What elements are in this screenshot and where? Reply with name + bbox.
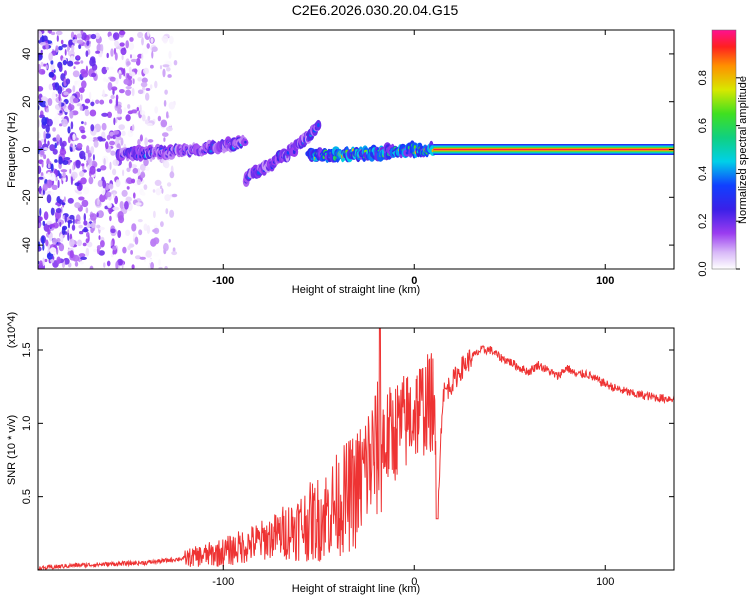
spectrogram-x-tick-label: 0 [411, 275, 417, 287]
spectrogram-y-tick-label: -40 [21, 237, 33, 253]
snr-plot-area [38, 328, 674, 570]
snr-x-tick-label: 100 [596, 576, 614, 588]
colorbar-tick-label: 0.6 [697, 118, 709, 133]
snr-y-tick-label: 1.0 [21, 416, 33, 431]
spectrogram-y-tick-label: 20 [21, 96, 33, 108]
heatmap-band-core [244, 140, 247, 144]
colorbar-tick-label: 0.0 [697, 261, 709, 276]
heatmap-locked-line [433, 148, 674, 151]
spectrogram-x-axis-label: Height of straight line (km) [292, 284, 420, 296]
snr-y-tick-label: 0.5 [21, 489, 33, 504]
snr-y-scale-label: (x10^4) [6, 312, 18, 348]
colorbar-gradient [712, 30, 736, 269]
snr-x-tick-label: -100 [212, 576, 234, 588]
spectrogram-y-tick-label: 0 [21, 146, 33, 152]
snr-x-axis-label: Height of straight line (km) [292, 583, 420, 595]
snr-y-ticks: 0.5 1.0 1.5 [21, 342, 674, 504]
snr-y-axis-label: SNR (10 * v/v) [6, 415, 18, 485]
snr-x-ticks: -100 0 100 [212, 328, 614, 588]
spectrogram-x-tick-label: -100 [212, 275, 234, 287]
snr-frame [37, 327, 675, 571]
colorbar-tick-label: 0.8 [697, 70, 709, 85]
snr-panel: -100 0 100 0.5 1.0 1.5 Height of straight li… [6, 312, 675, 595]
spectrogram-panel: -100 0 100 40 20 0 -20 -40 Height of straight … [6, 29, 675, 296]
spectrogram-y-ticks: 40 20 0 -20 -40 [21, 48, 674, 253]
spectrogram-y-tick-label: -20 [21, 189, 33, 205]
snr-series-line [38, 328, 674, 570]
heatmap-band-core [317, 123, 320, 128]
colorbar: 0.0 0.2 0.4 0.6 0.8 Normalized spectral ampl… [697, 29, 749, 277]
spectrogram-x-ticks: -100 0 100 [212, 30, 614, 287]
figure-title: C2E6.2026.030.20.04.G15 [291, 2, 459, 18]
spectrogram-x-tick-label: 100 [596, 275, 614, 287]
spectrogram-heatmap [38, 30, 674, 269]
snr-x-tick-label: 0 [411, 576, 417, 588]
colorbar-tick-label: 0.2 [697, 214, 709, 229]
spectrogram-y-tick-label: 40 [21, 48, 33, 60]
snr-y-tick-label: 1.5 [21, 342, 33, 357]
colorbar-label: Normalized spectral amplitude [737, 76, 749, 224]
colorbar-ticks: 0.0 0.2 0.4 0.6 0.8 [697, 70, 740, 277]
spectrogram-y-axis-label: Frequency (Hz) [6, 112, 18, 188]
colorbar-frame [711, 29, 737, 270]
colorbar-tick-label: 0.4 [697, 166, 709, 181]
